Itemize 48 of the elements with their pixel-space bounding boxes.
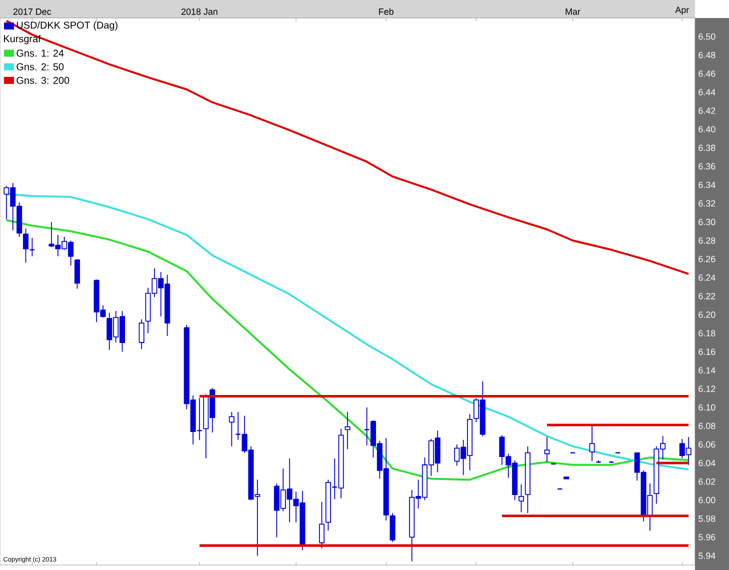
y-tick-label: 6.50	[698, 33, 716, 40]
y-tick-label: 6.38	[698, 144, 716, 151]
x-tick-label: Apr	[675, 6, 689, 15]
candlestick	[318, 502, 325, 549]
candlestick	[74, 258, 80, 290]
candlestick	[518, 484, 524, 513]
y-tick-label: 6.40	[698, 126, 716, 132]
legend-label: USD/DKK SPOT (Dag)	[16, 21, 118, 31]
y-tick-label: 6.36	[698, 163, 716, 170]
y-tick-label: 6.22	[698, 292, 716, 300]
y-tick-label: 6.44	[698, 88, 716, 96]
legend-label: Gns. 2: 50	[16, 63, 64, 70]
legend-label: Gns. 1: 24	[16, 50, 64, 57]
y-tick-label: 6.32	[698, 200, 716, 207]
y-tick-label: 6.46	[698, 70, 716, 77]
y-tick-label: 6.26	[698, 256, 716, 262]
y-tick-label: 6.00	[698, 496, 716, 504]
x-tick-label: 2018 Jan	[182, 8, 218, 15]
y-tick-label: 5.94	[698, 552, 716, 559]
candlestick	[344, 412, 350, 450]
y-tick-label: 5.98	[698, 515, 716, 522]
y-tick-label: 6.12	[698, 386, 716, 392]
legend-title: Kursgraf	[4, 34, 41, 44]
y-tick-label: 6.16	[698, 348, 716, 355]
y-tick-label: 6.28	[698, 237, 716, 244]
y-tick-label: 6.34	[698, 182, 716, 188]
y-tick-label: 5.96	[698, 534, 716, 540]
candlestick	[228, 412, 234, 447]
line-series	[5, 20, 690, 275]
legend-label: Gns. 3: 200	[16, 76, 70, 84]
y-tick-label: 6.08	[698, 422, 716, 430]
x-tick-label: Feb	[379, 8, 394, 15]
y-tick-label: 6.30	[698, 218, 716, 226]
y-tick-label: 6.14	[698, 367, 716, 374]
y-tick-label: 6.04	[698, 460, 716, 466]
y-tick-label: 6.42	[698, 108, 716, 114]
y-tick-label: 6.20	[698, 311, 716, 318]
y-tick-label: 6.18	[698, 330, 716, 336]
x-tick-label: Mar	[566, 8, 580, 15]
y-tick-label: 6.02	[698, 478, 716, 485]
y-tick-label: 6.24	[698, 274, 716, 281]
x-tick-label: 2017 Dec	[13, 8, 52, 15]
candlestick	[544, 436, 550, 463]
y-tick-label: 6.10	[698, 404, 716, 411]
candlestick	[589, 424, 595, 462]
candlestick	[138, 318, 144, 350]
y-tick-label: 6.48	[698, 52, 716, 58]
y-tick-label: 6.06	[698, 441, 716, 448]
